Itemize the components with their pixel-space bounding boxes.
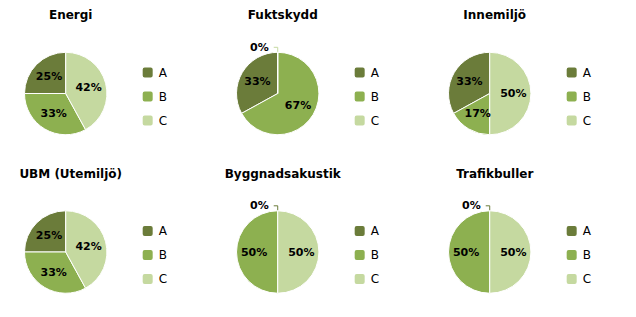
svg-text:50%: 50% [241, 246, 267, 259]
svg-text:50%: 50% [500, 87, 526, 100]
svg-text:50%: 50% [288, 246, 314, 259]
svg-text:A: A [371, 66, 380, 80]
svg-text:Trafikbuller: Trafikbuller [456, 167, 533, 181]
svg-text:0%: 0% [462, 199, 481, 212]
svg-text:B: B [583, 248, 591, 262]
svg-text:C: C [159, 272, 167, 286]
svg-text:C: C [371, 272, 379, 286]
svg-text:0%: 0% [250, 199, 269, 212]
svg-text:C: C [583, 272, 591, 286]
svg-text:33%: 33% [41, 266, 67, 279]
svg-text:25%: 25% [36, 70, 62, 83]
svg-text:A: A [583, 224, 592, 238]
svg-text:A: A [371, 224, 380, 238]
svg-text:Innemiljö: Innemiljö [463, 8, 526, 22]
svg-text:42%: 42% [75, 240, 101, 253]
svg-text:C: C [583, 114, 591, 128]
svg-text:B: B [583, 90, 591, 104]
svg-text:50%: 50% [500, 246, 526, 259]
svg-text:B: B [159, 90, 167, 104]
svg-text:A: A [159, 66, 168, 80]
svg-text:UBM (Utemiljö): UBM (Utemiljö) [19, 167, 122, 181]
svg-text:C: C [371, 114, 379, 128]
svg-text:C: C [159, 114, 167, 128]
svg-text:B: B [159, 248, 167, 262]
svg-text:B: B [371, 90, 379, 104]
svg-text:25%: 25% [36, 229, 62, 242]
svg-text:Byggnadsakustik: Byggnadsakustik [225, 167, 342, 181]
svg-text:A: A [159, 224, 168, 238]
svg-text:A: A [583, 66, 592, 80]
svg-text:33%: 33% [456, 75, 482, 88]
svg-text:Energi: Energi [49, 8, 93, 22]
svg-text:0%: 0% [250, 41, 269, 54]
svg-text:33%: 33% [41, 107, 67, 120]
svg-text:Fuktskydd: Fuktskydd [248, 8, 318, 22]
svg-text:B: B [371, 248, 379, 262]
svg-text:67%: 67% [285, 99, 311, 112]
svg-text:17%: 17% [465, 107, 491, 120]
svg-text:33%: 33% [244, 75, 270, 88]
svg-text:42%: 42% [75, 81, 101, 94]
svg-text:50%: 50% [453, 246, 479, 259]
